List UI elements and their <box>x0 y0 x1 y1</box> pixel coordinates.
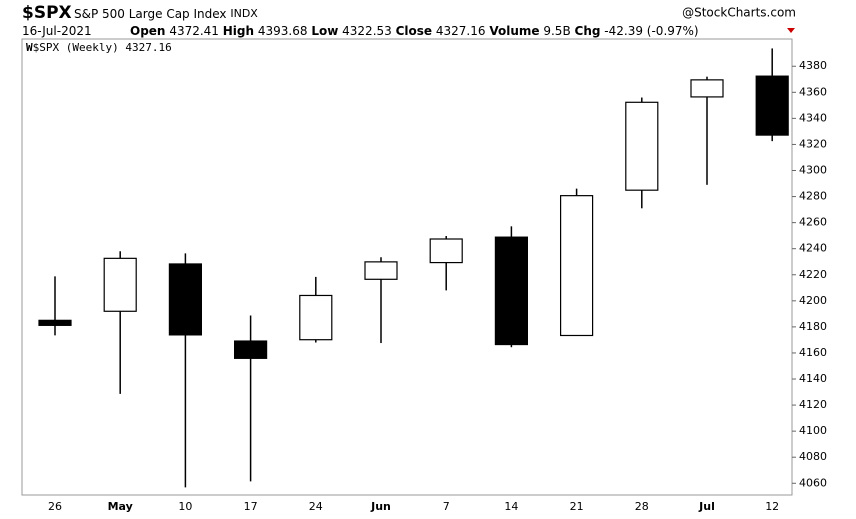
y-tick-label: 4100 <box>799 424 827 437</box>
value: 9.5B <box>543 24 570 38</box>
y-tick-label: 4240 <box>799 242 827 255</box>
legend-icon: W <box>26 41 33 54</box>
x-tick-label: 24 <box>309 500 323 513</box>
value: 4393.68 <box>258 24 308 38</box>
y-tick-label: 4340 <box>799 111 827 124</box>
y-tick-label: 4360 <box>799 85 827 98</box>
candle-body <box>168 263 202 336</box>
x-tick-label: 12 <box>765 500 779 513</box>
x-tick-label: 14 <box>504 500 518 513</box>
candle-body <box>234 340 268 359</box>
x-tick-label: May <box>108 500 133 513</box>
x-tick-label: 26 <box>48 500 62 513</box>
name: S&P 500 Large Cap Index <box>74 7 227 21</box>
y-tick-label: 4180 <box>799 320 827 333</box>
candle-body <box>103 257 137 312</box>
candle-body <box>364 261 398 280</box>
x-tick-label: 21 <box>570 500 584 513</box>
value: 4322.53 <box>342 24 392 38</box>
candle-body <box>559 195 594 337</box>
x-tick-label: 28 <box>635 500 649 513</box>
candle-body <box>755 75 789 136</box>
label: High <box>223 24 254 38</box>
y-tick-label: 4160 <box>799 346 827 359</box>
date: 16-Jul-2021 <box>22 24 92 38</box>
candle-body <box>494 236 528 346</box>
symbol: $SPX <box>22 3 72 23</box>
down-arrow <box>787 28 795 33</box>
index-name: S&P 500 Large Cap Index INDX <box>74 7 258 21</box>
candle-body <box>299 294 333 341</box>
x-tick-label: Jul <box>698 500 715 513</box>
x-tick-label: 7 <box>443 500 450 513</box>
legend-text: $SPX (Weekly) 4327.16 <box>33 41 172 54</box>
y-tick-label: 4320 <box>799 137 827 150</box>
x-tick-label: 17 <box>244 500 258 513</box>
label: Close <box>396 24 432 38</box>
plot-frame <box>21 38 793 496</box>
quote-line: 16-Jul-2021 Open 4372.41 High 4393.68 Low… <box>22 24 699 38</box>
label: Open <box>130 24 165 38</box>
x-tick-label: Jun <box>370 500 391 513</box>
y-tick-label: 4140 <box>799 372 827 385</box>
value: 4327.16 <box>436 24 486 38</box>
value: -42.39 (-0.97%) <box>604 24 698 38</box>
label: Volume <box>489 24 539 38</box>
y-tick-label: 4120 <box>799 398 827 411</box>
y-tick-label: 4220 <box>799 268 827 281</box>
y-tick-label: 4260 <box>799 216 827 229</box>
y-tick-label: 4200 <box>799 294 827 307</box>
y-tick-label: 4080 <box>799 450 827 463</box>
candle-body <box>429 238 463 264</box>
exchange: INDX <box>230 7 258 20</box>
legend: W$SPX (Weekly) 4327.16 <box>26 41 172 54</box>
label: Low <box>311 24 338 38</box>
y-tick-label: 4280 <box>799 190 827 203</box>
source: @StockCharts.com <box>682 6 796 20</box>
label: Chg <box>575 24 601 38</box>
x-tick-label: 10 <box>178 500 192 513</box>
value: 4372.41 <box>169 24 219 38</box>
y-tick-label: 4300 <box>799 164 827 177</box>
candle-body <box>690 79 724 98</box>
candle-body <box>625 101 659 191</box>
y-tick-label: 4060 <box>799 476 827 489</box>
y-tick-label: 4380 <box>799 59 827 72</box>
candle-body <box>38 319 72 326</box>
